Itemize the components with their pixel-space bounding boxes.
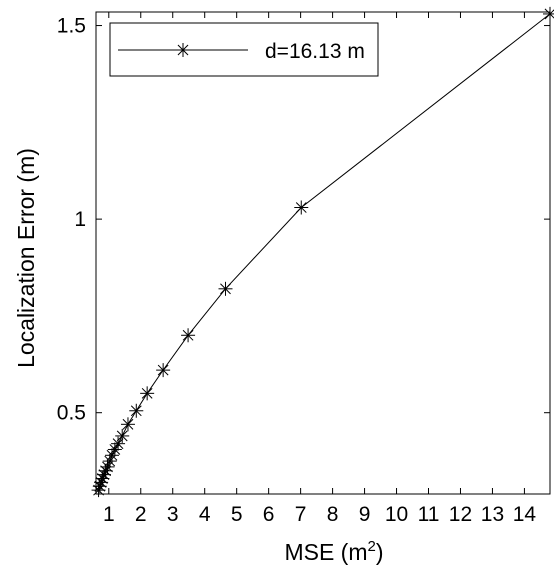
data-point-marker [100, 459, 115, 474]
data-point-marker [156, 363, 171, 378]
x-axis-title-main: MSE (m [284, 539, 367, 565]
data-point-marker [129, 403, 144, 418]
x-tick-label: 6 [263, 503, 275, 526]
x-tick-label: 12 [449, 503, 472, 526]
y-ticks: 0.5 1 1.5 [57, 15, 550, 425]
x-tick-label: 2 [135, 503, 147, 526]
x-tick-label: 1 [103, 503, 115, 526]
y-tick-label: 1.5 [57, 15, 86, 38]
x-tick-label: 4 [199, 503, 211, 526]
data-point-marker [140, 386, 155, 401]
data-point-marker [104, 448, 119, 463]
x-tick-label: 10 [385, 503, 408, 526]
x-tick-label: 14 [513, 503, 537, 526]
data-point-marker [111, 436, 126, 451]
data-point-marker [218, 281, 233, 296]
x-ticks: 1 2 3 4 5 6 7 8 9 10 11 12 13 14 [103, 12, 536, 526]
data-point-marker [98, 463, 113, 478]
x-tick-label: 9 [359, 503, 371, 526]
x-tick-label: 13 [481, 503, 504, 526]
legend-label: d=16.13 m [265, 40, 365, 63]
plot-area [95, 11, 551, 495]
series-layer [91, 6, 554, 498]
data-point-marker [120, 417, 135, 432]
data-point-marker [294, 200, 309, 215]
data-point-marker [102, 454, 117, 469]
x-tick-label: 7 [295, 503, 307, 526]
data-point-marker [543, 6, 554, 21]
x-axis-title: MSE (m2) [284, 538, 383, 565]
y-axis-title: Localization Error (m) [13, 148, 39, 368]
legend-marker-asterisk [176, 43, 190, 57]
data-point-marker [181, 328, 196, 343]
x-axis-title-sup: 2 [368, 538, 376, 555]
legend-marker [176, 43, 190, 57]
x-tick-label: 8 [327, 503, 339, 526]
y-tick-label: 0.5 [57, 402, 86, 425]
x-tick-label: 3 [167, 503, 179, 526]
x-axis-title-close: ) [376, 539, 384, 565]
y-tick-label: 1 [74, 208, 86, 231]
x-tick-label: 5 [231, 503, 243, 526]
legend: d=16.13 m [109, 22, 379, 77]
data-point-marker [107, 442, 122, 457]
data-point-marker [115, 428, 130, 443]
x-tick-label: 11 [418, 503, 440, 526]
